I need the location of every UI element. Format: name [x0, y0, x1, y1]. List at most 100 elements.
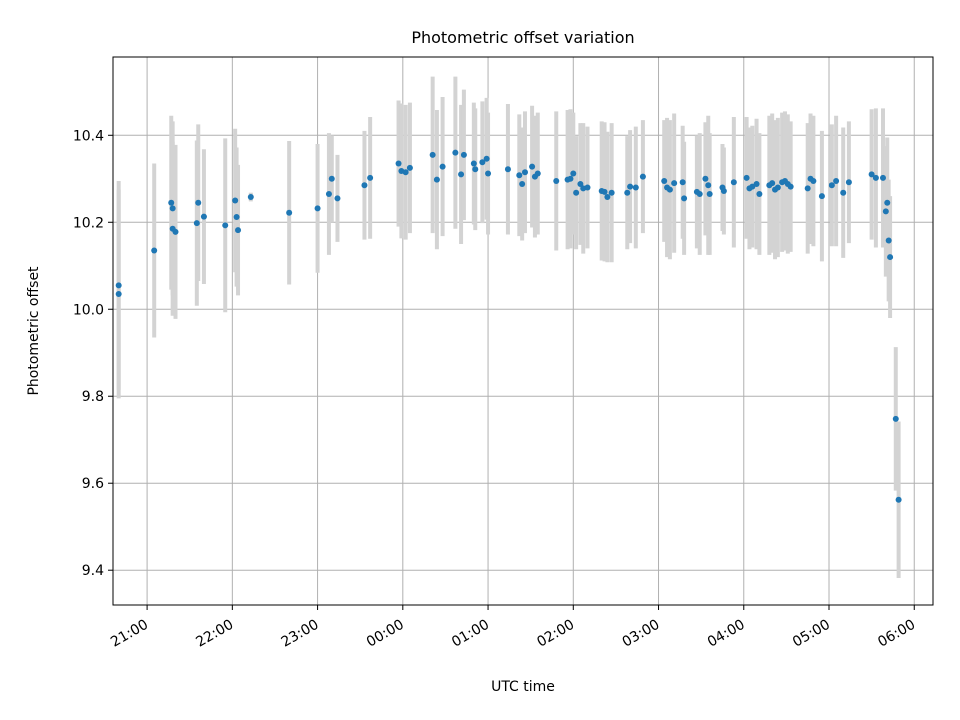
data-point [458, 171, 465, 178]
data-point [882, 208, 889, 215]
data-point [553, 177, 560, 184]
data-point [774, 184, 781, 191]
data-point [485, 170, 492, 177]
data-point [624, 189, 631, 196]
data-point [679, 179, 686, 186]
data-point [720, 187, 727, 194]
data-point [395, 160, 402, 167]
data-point [885, 237, 892, 244]
data-point [195, 199, 202, 206]
data-point [233, 214, 240, 221]
data-point [429, 151, 436, 158]
data-point [334, 195, 341, 202]
data-point [577, 180, 584, 187]
data-point [470, 160, 477, 167]
data-point [406, 164, 413, 171]
data-point [168, 199, 175, 206]
y-tick-label: 10.4 [73, 128, 104, 144]
data-point [169, 205, 176, 212]
data-point [666, 186, 673, 193]
data-point [892, 415, 899, 422]
data-point [516, 172, 523, 179]
data-point [193, 220, 200, 227]
data-point [895, 496, 902, 503]
data-point [235, 227, 242, 234]
data-point [828, 182, 835, 189]
plot-frame [112, 56, 934, 606]
data-point [705, 182, 712, 189]
data-point [845, 179, 852, 186]
data-point [247, 194, 254, 201]
y-tick-label: 9.4 [82, 563, 104, 579]
data-point [367, 174, 374, 181]
data-point [627, 183, 634, 190]
data-point [840, 189, 847, 196]
data-point [730, 179, 737, 186]
data-point [604, 194, 611, 201]
y-tick-label: 10.0 [73, 302, 104, 318]
data-point [639, 173, 646, 180]
data-point [452, 149, 459, 156]
data-point [632, 184, 639, 191]
data-point [460, 151, 467, 158]
y-axis-ticks: 9.4 9.6 9.8 10.0 10.2 10.4 [73, 128, 113, 579]
data-point [868, 171, 875, 178]
data-point [769, 180, 776, 187]
data-point [328, 175, 335, 182]
data-point [402, 169, 409, 176]
data-point [534, 170, 541, 177]
data-point [810, 177, 817, 184]
y-tick-label: 9.8 [82, 389, 104, 405]
x-axis-label: UTC time [491, 679, 555, 695]
data-point [286, 209, 293, 216]
data-point [172, 228, 179, 235]
data-point [661, 177, 668, 184]
data-point [472, 166, 479, 173]
data-point [479, 159, 486, 166]
data-point [232, 197, 239, 204]
data-point [314, 205, 321, 212]
data-point [743, 174, 750, 181]
data-point [151, 247, 158, 254]
data-point [483, 155, 490, 162]
data-point [671, 180, 678, 187]
data-point [608, 189, 615, 196]
data-point [584, 184, 591, 191]
data-point [519, 180, 526, 187]
data-point [521, 169, 528, 176]
data-point [879, 174, 886, 181]
data-point [884, 199, 891, 206]
y-tick-label: 10.2 [73, 215, 104, 231]
y-axis-label: Photometric offset [26, 266, 42, 396]
data-point [804, 185, 811, 192]
data-point [504, 166, 511, 173]
data-point [433, 176, 440, 183]
data-point [706, 191, 713, 197]
data-point [570, 170, 577, 177]
data-point [439, 163, 446, 170]
chart-title: Photometric offset variation [411, 28, 634, 47]
data-point [325, 191, 332, 197]
data-point [681, 195, 688, 202]
data-point [601, 188, 608, 195]
data-point [573, 189, 580, 196]
data-point [361, 182, 368, 189]
data-point [787, 183, 794, 190]
y-tick-label: 9.6 [82, 476, 104, 492]
data-point [872, 174, 879, 181]
data-point [200, 213, 207, 220]
data-point [115, 282, 122, 289]
data-point [696, 191, 703, 197]
data-point [887, 254, 894, 261]
data-point [567, 175, 574, 182]
data-point [756, 191, 763, 197]
data-point [529, 163, 536, 170]
data-point [702, 175, 709, 182]
data-points [115, 149, 902, 503]
data-point [833, 177, 840, 184]
data-point [222, 222, 229, 229]
data-point [818, 193, 825, 200]
data-point [753, 180, 760, 187]
data-point [115, 291, 122, 298]
